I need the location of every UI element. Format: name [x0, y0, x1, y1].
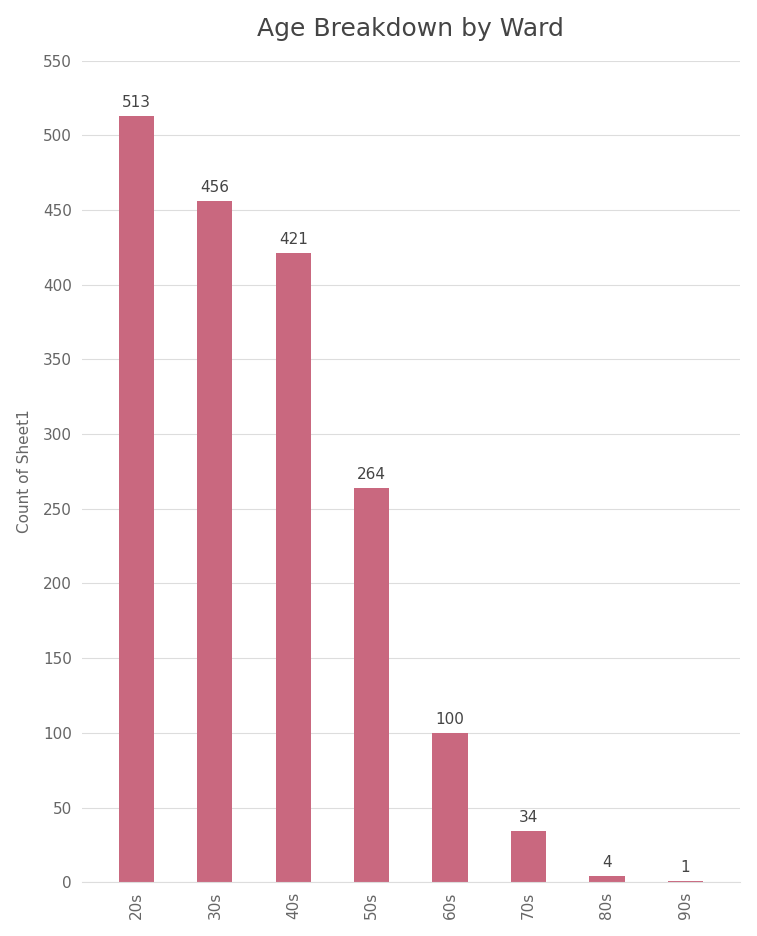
Y-axis label: Count of Sheet1: Count of Sheet1 — [17, 410, 32, 534]
Text: 100: 100 — [436, 712, 465, 727]
Text: 1: 1 — [681, 860, 690, 875]
Text: 421: 421 — [279, 232, 307, 247]
Bar — [511, 831, 547, 883]
Text: 34: 34 — [519, 811, 538, 826]
Bar — [432, 733, 468, 883]
Text: 4: 4 — [602, 856, 612, 870]
Bar — [119, 116, 154, 883]
Title: Age Breakdown by Ward: Age Breakdown by Ward — [257, 17, 565, 40]
Text: 264: 264 — [357, 467, 386, 482]
Bar — [197, 201, 232, 883]
Bar — [668, 881, 703, 883]
Bar — [276, 254, 311, 883]
Bar — [590, 876, 625, 883]
Text: 513: 513 — [122, 95, 151, 110]
Text: 456: 456 — [201, 180, 229, 195]
Bar — [354, 488, 389, 883]
